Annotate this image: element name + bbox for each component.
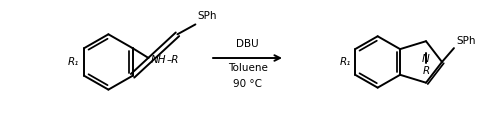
Text: –R: –R — [166, 55, 179, 65]
Text: DBU: DBU — [236, 39, 259, 49]
Text: R₁: R₁ — [340, 57, 351, 67]
Text: 90 °C: 90 °C — [233, 79, 262, 89]
Text: R: R — [422, 66, 430, 76]
Text: R₁: R₁ — [68, 57, 79, 67]
Text: Toluene: Toluene — [228, 63, 268, 73]
Text: NH: NH — [150, 55, 166, 65]
Text: SPh: SPh — [456, 36, 475, 46]
Text: N: N — [422, 54, 430, 64]
Text: SPh: SPh — [198, 11, 217, 21]
